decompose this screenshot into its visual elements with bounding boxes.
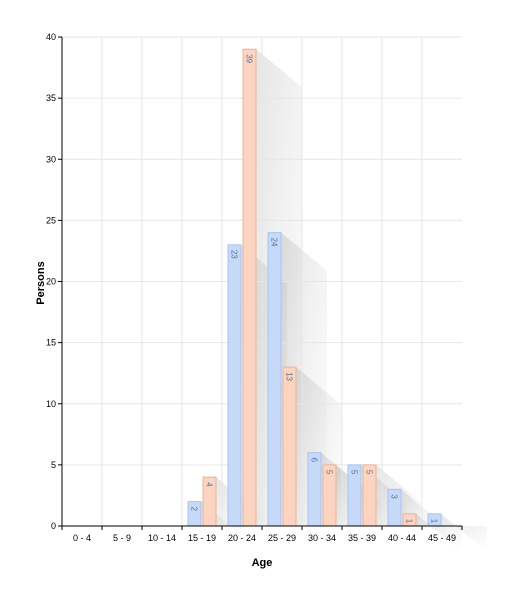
y-tick-label: 5 (51, 460, 56, 470)
x-tick-label: 35 - 39 (348, 533, 376, 543)
y-tick-label: 30 (46, 154, 56, 164)
bar (282, 366, 297, 527)
bar-data-label: 1 (430, 519, 439, 524)
bar-data-label: 4 (205, 482, 214, 487)
bar-data-label: 5 (325, 470, 334, 475)
bar-data-label: 5 (350, 470, 359, 475)
x-axis-title: Age (252, 557, 273, 569)
grid-lines (62, 36, 462, 526)
bar-data-label: 6 (310, 458, 319, 463)
bar-shadow (441, 513, 487, 552)
axes (58, 36, 463, 530)
bar (242, 48, 257, 527)
bar-data-label: 3 (390, 494, 399, 499)
y-tick-label: 10 (46, 399, 56, 409)
y-tick-label: 40 (46, 32, 56, 42)
y-tick-label: 20 (46, 277, 56, 287)
y-tick-label: 15 (46, 338, 56, 348)
bar-data-label: 39 (245, 54, 254, 63)
bar (187, 501, 202, 527)
bar (307, 452, 322, 527)
bar-data-label: 23 (230, 250, 239, 259)
y-tick-label: 35 (46, 93, 56, 103)
bar-data-label: 13 (285, 372, 294, 381)
x-tick-label: 20 - 24 (228, 533, 256, 543)
y-tick-label: 0 (51, 521, 56, 531)
bar-data-label: 5 (365, 470, 374, 475)
x-tick-label: 25 - 29 (268, 533, 296, 543)
x-tick-label: 15 - 19 (188, 533, 216, 543)
x-tick-label: 30 - 34 (308, 533, 336, 543)
x-tick-label: 0 - 4 (73, 533, 91, 543)
bar-data-label: 2 (190, 507, 199, 512)
x-tick-label: 40 - 44 (388, 533, 416, 543)
y-tick-label: 25 (46, 215, 56, 225)
bar-data-label: 1 (405, 519, 414, 524)
x-tick-label: 45 - 49 (428, 533, 456, 543)
y-axis-title: Persons (35, 261, 47, 304)
x-tick-label: 5 - 9 (113, 533, 131, 543)
x-tick-label: 10 - 14 (148, 533, 176, 543)
bar (227, 244, 242, 527)
bar (267, 232, 282, 527)
bar-data-label: 24 (270, 238, 279, 247)
